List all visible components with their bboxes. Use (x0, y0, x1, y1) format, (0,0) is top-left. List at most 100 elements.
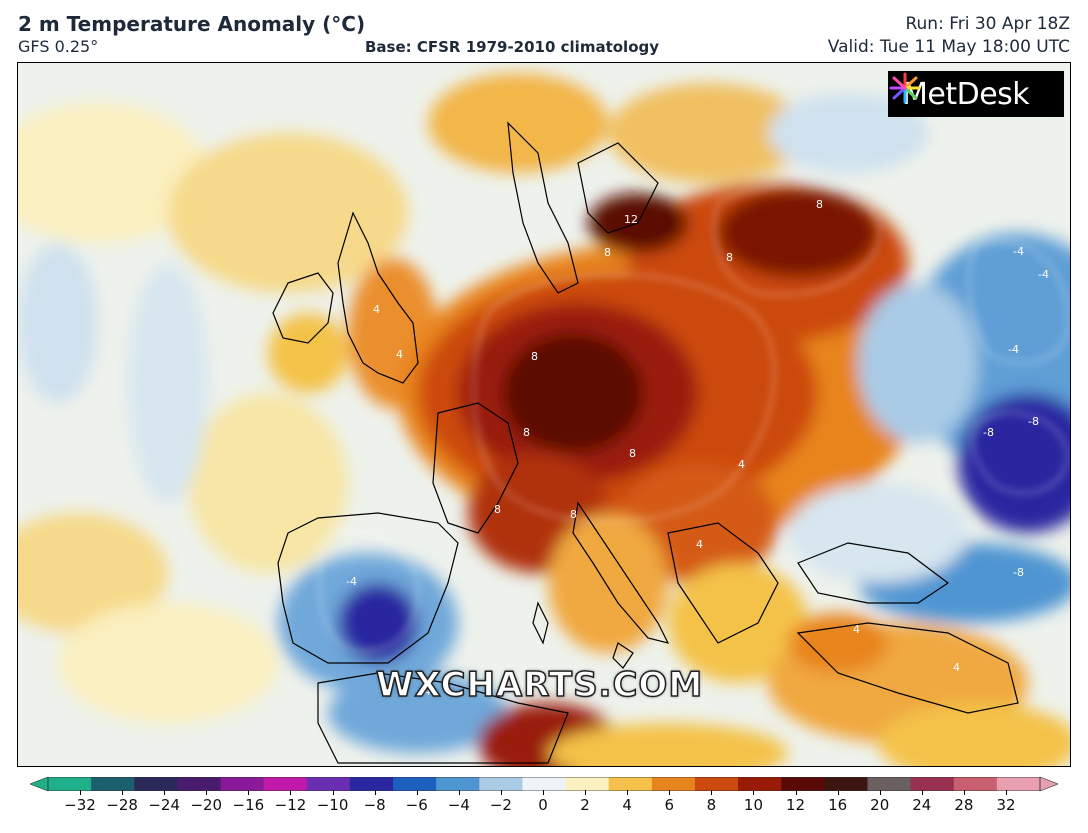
colorbar-tick-mark (80, 790, 81, 795)
contour-label: 8 (570, 508, 577, 521)
run-label: Run: Fri 30 Apr 18Z (905, 14, 1070, 34)
anomaly-field (18, 73, 1070, 766)
colorbar-tick-mark (879, 790, 881, 795)
colorbar-segment (306, 777, 351, 791)
contour-value-labels: 12 8 8 8 8 8 8 8 8 4 4 4 4 4 4 -4 -4 -4 … (346, 198, 1049, 698)
coastlines (272, 121, 1019, 764)
colorbar-tick-mark (837, 790, 839, 795)
colorbar-tick-label: −2 (489, 796, 512, 814)
anomaly-map: 12 8 8 8 8 8 8 8 8 4 4 4 4 4 4 -4 -4 -4 … (17, 62, 1071, 767)
colorbar-tick-label: 12 (785, 796, 806, 814)
colorbar-segment (177, 777, 222, 791)
colorbar-segment (694, 777, 739, 791)
colorbar-segment (48, 777, 92, 791)
colorbar-tick-mark (753, 790, 755, 795)
colorbar-tick-label: −24 (148, 796, 180, 814)
contour-label: 8 (629, 447, 636, 460)
colorbar-tick-mark (543, 790, 544, 795)
colorbar-tick-label: 32 (996, 796, 1016, 814)
colorbar-tick-mark (1006, 790, 1007, 795)
contour-lines (318, 185, 1069, 652)
colorbar-segment (349, 777, 394, 791)
colorbar-segment (134, 777, 178, 791)
contour-label: 8 (494, 503, 501, 516)
colorbar-tick-label: 10 (743, 796, 763, 814)
colorbar-tick-mark (669, 790, 671, 795)
chart-title: 2 m Temperature Anomaly (°C) (18, 12, 366, 36)
colorbar-segment (263, 777, 308, 791)
colorbar-tick-mark (500, 790, 502, 795)
colorbar-segment (910, 777, 955, 791)
contour-label: -4 (1013, 245, 1024, 258)
contour-label: 4 (396, 348, 403, 361)
colorbar-ticks: −32 −28 −24 −20 −16 −12 −10 −8 −6 −4 −2 0 2 4 6 8 10 12 16… (0, 794, 1088, 818)
colorbar-tick-label: 20 (870, 796, 890, 814)
colorbar-svg (29, 776, 1059, 792)
colorbar-tick-mark (122, 790, 124, 795)
colorbar-tick-label: −32 (64, 796, 96, 814)
colorbar-segment (738, 777, 782, 791)
contour-label: 8 (523, 426, 530, 439)
colorbar-tick-mark (795, 790, 797, 795)
contour-label: 8 (816, 198, 823, 211)
colorbar-segment (953, 777, 998, 791)
contour-label: -8 (983, 426, 994, 439)
colorbar-tick-label: 2 (580, 796, 590, 814)
colorbar-min-arrow (29, 776, 49, 792)
contour-label: 4 (738, 458, 745, 471)
colorbar-tick-label: 0 (538, 796, 548, 814)
colorbar-tick-label: −12 (274, 796, 307, 814)
contour-label: -4 (1008, 343, 1019, 356)
colorbar-segment (608, 777, 653, 791)
contour-label: 8 (726, 251, 733, 264)
colorbar-tick-mark (585, 790, 587, 795)
colorbar-tick-label: 6 (664, 796, 675, 814)
colorbar (29, 776, 1059, 792)
colorbar-segment (91, 777, 135, 791)
colorbar-tick-mark (206, 790, 208, 795)
colorbar-tick-label: −16 (232, 796, 265, 814)
colorbar-tick-mark (332, 790, 334, 795)
contour-label: -4 (420, 685, 431, 698)
wxcharts-watermark: WXCHARTS.COM (375, 664, 704, 706)
colorbar-segment (436, 777, 480, 791)
colorbar-tick-label: 24 (912, 796, 932, 814)
colorbar-tick-label: 16 (828, 796, 848, 814)
contour-label: 12 (624, 213, 638, 226)
colorbar-tick-mark (374, 790, 376, 795)
colorbar-tick-mark (416, 790, 418, 795)
colorbar-segment (781, 777, 825, 791)
colorbar-max-arrow (1039, 776, 1059, 792)
colorbar-tick-label: −6 (405, 796, 428, 814)
contour-label: 4 (696, 538, 703, 551)
contour-label: -4 (346, 575, 357, 588)
contour-label: 8 (604, 246, 611, 259)
map-canvas: 12 8 8 8 8 8 8 8 8 4 4 4 4 4 4 -4 -4 -4 … (18, 63, 1070, 766)
colorbar-segment (393, 777, 437, 791)
contour-label: 8 (531, 350, 538, 363)
contour-label: -8 (1013, 566, 1024, 579)
colorbar-tick-label: 4 (622, 796, 632, 814)
colorbar-segment (522, 777, 567, 791)
colorbar-tick-mark (164, 790, 166, 795)
metdesk-burst-icon (889, 72, 921, 104)
colorbar-segment (479, 777, 523, 791)
valid-time-label: Valid: Tue 11 May 18:00 UTC (827, 37, 1070, 57)
colorbar-segment (824, 777, 868, 791)
colorbar-segment (996, 777, 1041, 791)
colorbar-tick-mark (248, 790, 250, 795)
colorbar-tick-mark (711, 790, 713, 795)
colorbar-tick-label: −20 (190, 796, 223, 814)
colorbar-tick-mark (963, 790, 965, 795)
colorbar-tick-mark (458, 790, 460, 795)
metdesk-logo: MetDesk (888, 71, 1064, 117)
climatology-base-label: Base: CFSR 1979-2010 climatology (365, 38, 660, 56)
contour-label: 4 (953, 661, 960, 674)
colorbar-tick-mark (921, 790, 923, 795)
colorbar-segment (651, 777, 696, 791)
colorbar-tick-label: 8 (706, 796, 717, 814)
colorbar-tick-label: 28 (954, 796, 974, 814)
contour-label: 4 (373, 303, 380, 316)
contour-label: 4 (853, 623, 860, 636)
colorbar-tick-label: −28 (106, 796, 138, 814)
